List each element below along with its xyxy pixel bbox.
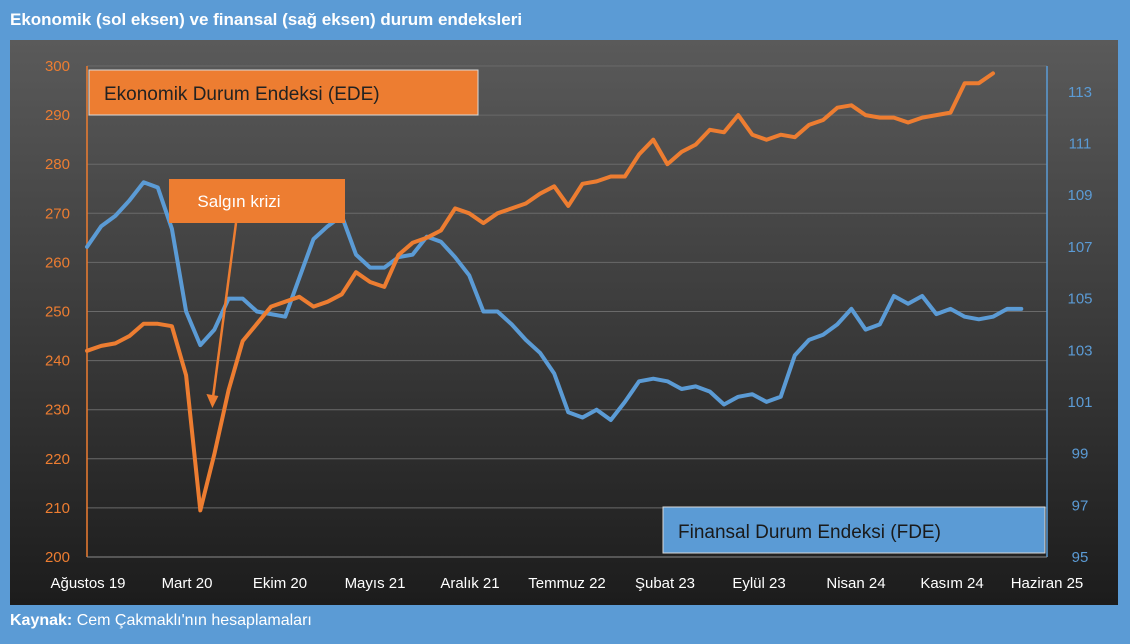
y-left-tick-label: 270	[45, 205, 70, 222]
x-tick-label: Haziran 25	[1011, 575, 1084, 592]
chart-title: Ekonomik (sol eksen) ve finansal (sağ ek…	[10, 10, 523, 29]
y-right-tick-label: 113	[1068, 84, 1092, 101]
legend-box-fde	[662, 506, 1046, 554]
legend-label-fde: Finansal Durum Endeksi (FDE)	[678, 522, 941, 543]
y-right-tick-label: 103	[1067, 342, 1092, 359]
annotation-text: Salgın krizi	[197, 192, 280, 211]
x-tick-label: Mart 20	[162, 575, 213, 592]
series-line-fde	[85, 180, 1024, 422]
y-right-tick-label: 109	[1067, 187, 1092, 204]
y-right-tick-label: 101	[1067, 394, 1092, 411]
source-text: Cem Çakmaklı'nın hesaplamaları	[72, 612, 312, 629]
x-tick-label: Temmuz 22	[528, 575, 606, 592]
y-right-tick-label: 107	[1067, 239, 1092, 256]
series-line-ede	[85, 71, 995, 513]
source-label: Kaynak:	[10, 612, 73, 629]
x-tick-label: Eylül 23	[732, 575, 785, 592]
annotation-box	[169, 179, 345, 223]
x-tick-label: Aralık 21	[440, 575, 499, 592]
y-right-tick-label: 97	[1072, 497, 1089, 514]
title-bar: Ekonomik (sol eksen) ve finansal (sağ ek…	[0, 0, 1130, 38]
annotation-arrow-head	[206, 394, 219, 408]
x-tick-label: Kasım 24	[920, 575, 983, 592]
y-right-tick-label: 111	[1069, 136, 1092, 153]
legend-box-ede	[88, 69, 479, 116]
x-tick-label: Mayıs 21	[345, 575, 406, 592]
y-left-tick-label: 220	[45, 451, 70, 468]
annotation-arrow	[211, 222, 238, 403]
y-left-tick-label: 250	[45, 304, 70, 321]
y-right-tick-label: 95	[1072, 549, 1089, 566]
y-right-tick-label: 105	[1067, 291, 1092, 308]
y-left-tick-label: 280	[45, 156, 70, 173]
source-note: Kaynak: Cem Çakmaklı'nın hesaplamaları	[10, 612, 312, 630]
x-tick-label: Ağustos 19	[50, 575, 125, 592]
x-tick-label: Nisan 24	[826, 575, 885, 592]
x-tick-label: Şubat 23	[635, 575, 695, 592]
y-left-tick-label: 240	[45, 353, 70, 370]
y-left-tick-label: 260	[45, 254, 70, 271]
y-left-tick-label: 210	[45, 500, 70, 517]
x-tick-label: Ekim 20	[253, 575, 307, 592]
y-left-tick-label: 300	[45, 58, 70, 75]
y-left-tick-label: 230	[45, 402, 70, 419]
y-left-tick-label: 200	[45, 549, 70, 566]
y-left-tick-label: 290	[45, 107, 70, 124]
legend-label-ede: Ekonomik Durum Endeksi (EDE)	[104, 84, 380, 105]
y-right-tick-label: 99	[1072, 446, 1089, 463]
